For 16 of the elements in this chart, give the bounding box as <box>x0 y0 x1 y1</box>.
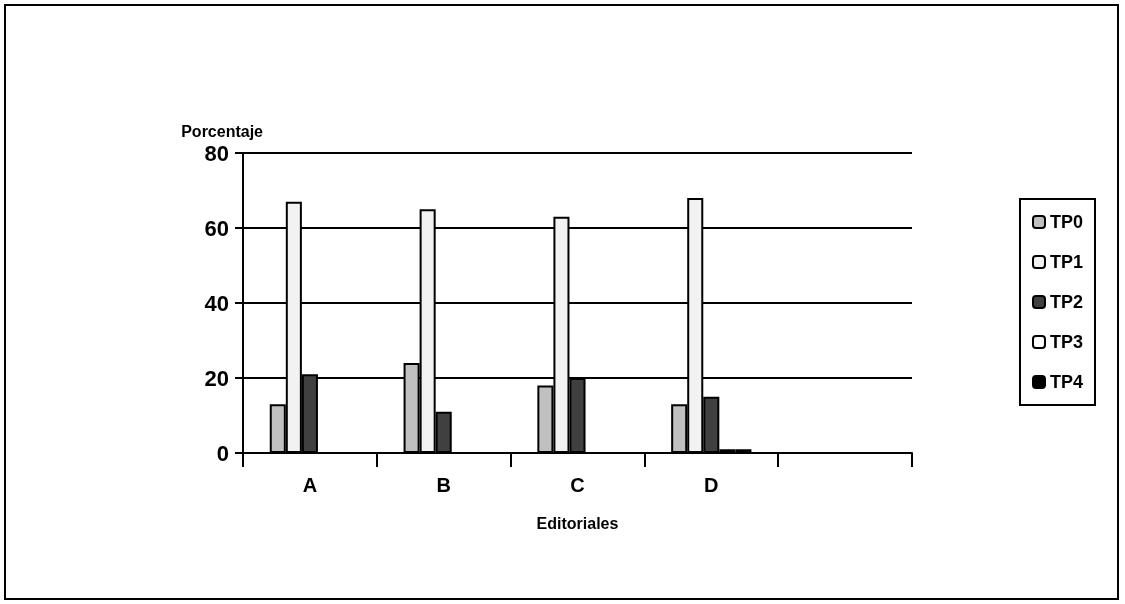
x-axis-title: Editoriales <box>536 514 619 532</box>
x-tick-label: B <box>436 474 451 496</box>
y-tick-label: 20 <box>204 365 229 391</box>
y-tick-label: 60 <box>204 215 229 241</box>
legend-label: TP1 <box>1049 252 1083 272</box>
legend-label: TP3 <box>1049 332 1083 352</box>
y-axis-title: Porcentaje <box>181 122 264 140</box>
x-tick-label: A <box>302 474 318 496</box>
legend-label: TP2 <box>1049 292 1083 312</box>
legend-label: TP4 <box>1049 372 1083 392</box>
x-tick-label: C <box>570 474 585 496</box>
legend-label: TP0 <box>1049 212 1083 232</box>
y-tick-label: 80 <box>204 140 229 166</box>
x-tick-label: D <box>704 474 719 496</box>
y-tick-label: 40 <box>204 290 229 316</box>
y-tick-label: 0 <box>216 440 229 466</box>
